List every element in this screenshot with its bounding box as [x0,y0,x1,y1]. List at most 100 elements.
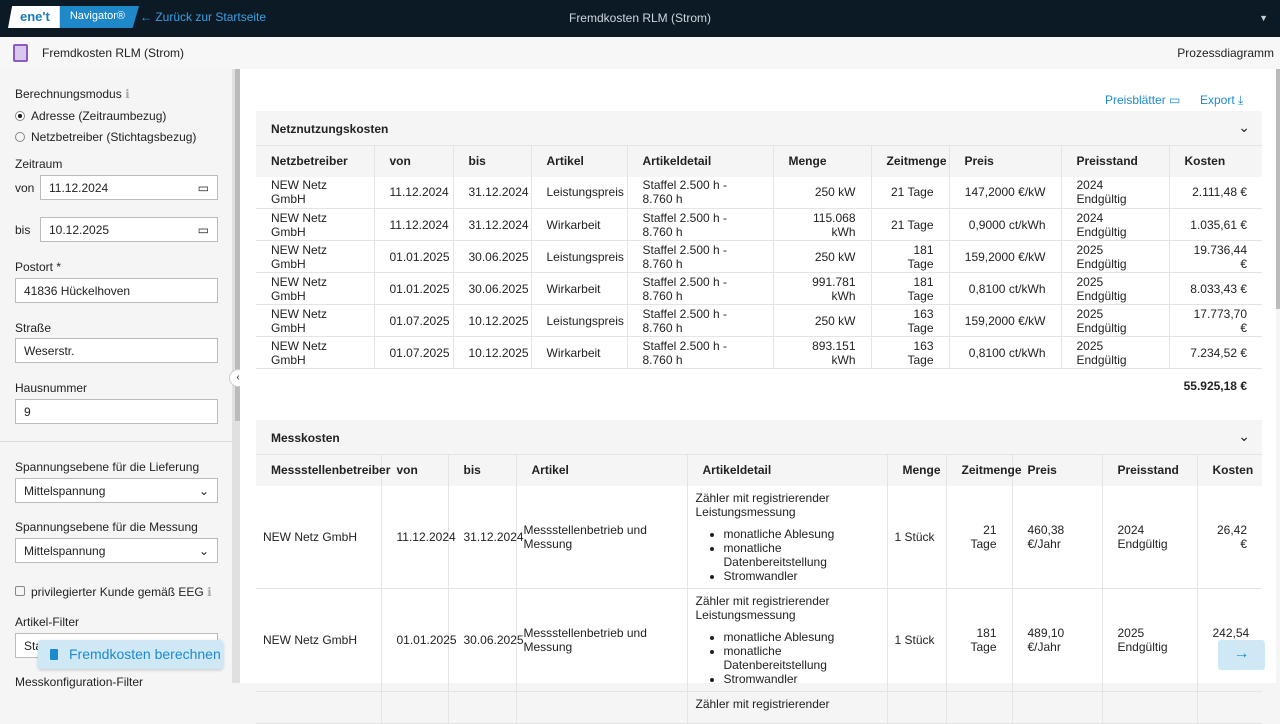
table-cell: Staffel 2.500 h - 8.760 h [627,272,774,305]
postort-input[interactable]: 41836 Hückelhoven [15,278,218,303]
table-cell: Staffel 2.500 h - 8.760 h [627,304,774,337]
table-row: NEW Netz GmbH 01.01.2025 30.06.2025 Messste… [256,588,1262,692]
strasse-input[interactable]: Weserstr. [15,338,218,363]
messkonfiguration-filter-label: Messkonfiguration-Filter [15,675,144,689]
column-header: Menge [887,454,947,486]
table-cell [946,691,1013,724]
column-header: Kosten [1197,454,1262,486]
monitor-icon: ▭ [1169,93,1181,107]
table-cell [516,691,688,724]
spannung-messung-select[interactable]: Mittelspannung ⌄ [15,538,218,563]
process-diagram-link[interactable]: Prozessdiagramm [1177,46,1274,60]
logo-enet: ene't [8,6,60,28]
main-scrollbar[interactable] [1276,69,1280,309]
table-cell: 30.06.2025 [448,588,524,692]
table-cell: 10.12.2025 [453,304,532,337]
artikeldetail-cell: Zähler mit registrierender [687,691,888,724]
table-cell: 01.07.2025 [374,336,454,369]
table-cell: Leistungspreis [531,304,628,337]
column-header: Artikel [531,145,628,177]
hausnummer-input[interactable]: 9 [15,399,218,424]
table-cell [1197,691,1262,724]
table-cell: 181 Tage [946,588,1013,692]
postort-label: Postort * [15,260,62,274]
table-cell: 11.12.2024 [374,176,454,209]
table-cell: 31.12.2024 [453,176,532,209]
table-cell: 0,8100 ct/kWh [949,272,1062,305]
table-cell: NEW Netz GmbH [256,208,375,241]
section-header[interactable]: Messkosten ⌄ [256,420,1262,454]
column-header: Zeitmenge [871,145,950,177]
table-cell: 11.12.2024 [374,208,454,241]
column-header: Preis [949,145,1062,177]
strasse-label: Straße [15,321,52,335]
bis-label: bis [15,223,31,237]
column-header: bis [453,145,532,177]
calendar-icon: ▭ [197,181,209,195]
radio-netzbetreiber[interactable]: Netzbetreiber (Stichtagsbezug) [15,130,196,144]
radio-adresse[interactable]: Adresse (Zeitraumbezug) [15,109,166,123]
info-icon[interactable]: ℹ [125,87,130,101]
table-cell: NEW Netz GmbH [256,272,375,305]
chevron-down-icon: ⌄ [198,544,209,558]
column-header: von [374,145,454,177]
table-cell: 2025 Endgültig [1102,588,1198,692]
table-row: NEW Netz GmbH 01.07.2025 10.12.2025 Leistun… [256,304,1262,337]
table-cell: 163 Tage [871,304,950,337]
calendar-icon: ▭ [197,223,209,237]
table-cell: 242,54 € [1197,588,1262,692]
next-button[interactable]: → [1218,640,1265,670]
mess-table: Messstellenbetreiber von bis Artikel Artikel… [256,454,1262,724]
table-cell: 460,38 €/Jahr [1012,485,1103,589]
table-cell: 7.234,52 € [1169,336,1262,369]
table-row: NEW Netz GmbH 01.01.2025 30.06.2025 Wirkarb… [256,272,1262,305]
bis-date-input[interactable]: 10.12.2025 ▭ [40,217,218,242]
section-header[interactable]: Netznutzungskosten ⌄ [256,111,1262,145]
table-cell: 159,2000 €/kW [949,304,1062,337]
table-cell: Staffel 2.500 h - 8.760 h [627,336,774,369]
table-cell: 0,9000 ct/kWh [949,208,1062,241]
table-cell: 19.736,44 € [1169,240,1262,273]
table-cell: 2025 Endgültig [1061,272,1170,305]
table-cell [887,691,947,724]
bullet-item: monatliche Datenbereitstellung [724,644,879,672]
table-cell: 2025 Endgültig [1061,240,1170,273]
chevron-down-icon: ⌄ [1238,119,1250,135]
chevron-down-icon[interactable]: ▼ [1259,13,1268,23]
table-cell: 0,8100 ct/kWh [949,336,1062,369]
calculator-icon [50,649,58,660]
download-icon: ⤓ [1238,93,1244,107]
table-cell: Messstellenbetrieb und Messung [516,485,688,589]
bullet-item: monatliche Ablesung [724,630,879,644]
bullet-item: monatliche Datenbereitstellung [724,541,879,569]
document-icon [13,44,28,62]
table-cell: 115.068 kWh [773,208,872,241]
table-cell: 159,2000 €/kW [949,240,1062,273]
table-row: NEW Netz GmbH 11.12.2024 31.12.2024 Messste… [256,485,1262,589]
sidebar: Berechnungsmodus ℹ Adresse (Zeitraumbezu… [0,69,236,689]
table-cell: 181 Tage [871,272,950,305]
calculate-button[interactable]: Fremdkosten berechnen [38,640,223,669]
export-link[interactable]: Export ⤓ [1200,93,1244,107]
table-cell: 10.12.2025 [453,336,532,369]
preisblaetter-link[interactable]: Preisblätter ▭ [1105,93,1181,107]
logo-navigator: Navigator® [59,6,140,28]
table-cell: 250 kW [773,240,872,273]
logo[interactable]: ene't Navigator® [8,6,140,28]
column-header: Artikeldetail [627,145,774,177]
chevron-down-icon: ⌄ [1238,428,1250,444]
von-date-input[interactable]: 11.12.2024 ▭ [40,175,218,200]
spannung-lieferung-select[interactable]: Mittelspannung ⌄ [15,478,218,503]
table-cell: 30.06.2025 [453,272,532,305]
zeitraum-label: Zeitraum [15,157,63,171]
privileged-checkbox[interactable]: privilegierter Kunde gemäß EEG ℹ [15,585,212,599]
table-cell: NEW Netz GmbH [256,485,382,589]
table-cell [381,691,449,724]
info-icon: ℹ [207,585,212,599]
column-header: Artikel [516,454,688,486]
table-row: NEW Netz GmbH 01.07.2025 10.12.2025 Wirkarb… [256,336,1262,369]
sidebar-scrollbar[interactable] [235,69,240,421]
spannung-messung-label: Spannungsebene für die Messung [15,520,198,534]
column-header: Preisstand [1061,145,1170,177]
back-link[interactable]: ← Zurück zur Startseite [140,10,266,24]
